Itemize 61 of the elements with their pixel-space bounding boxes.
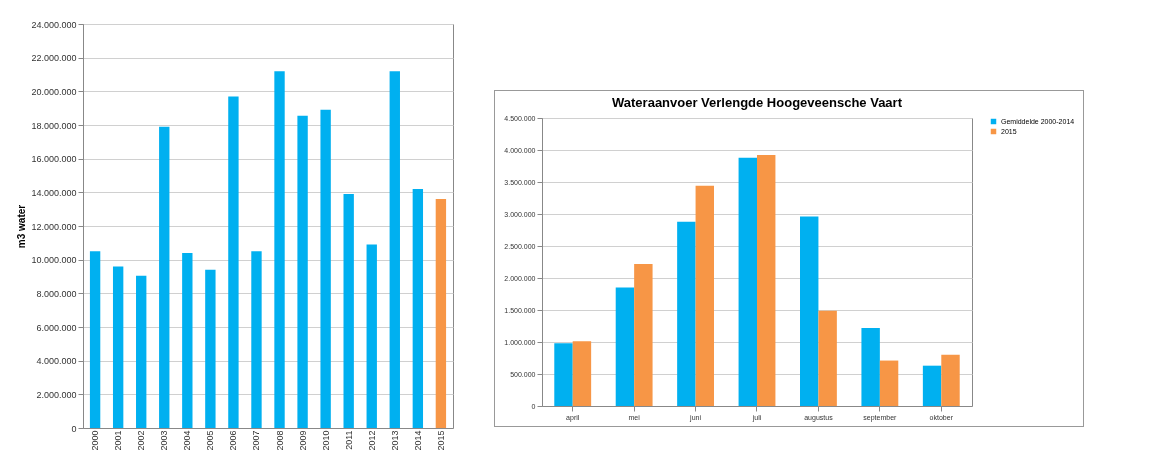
x-tick-label: 2002	[136, 430, 147, 451]
x-tick-label: 2008	[274, 430, 285, 451]
bar	[435, 199, 447, 428]
x-tick-label: 2012	[366, 430, 377, 451]
y-tick-label: 18.000.000	[31, 120, 77, 131]
x-tick-label: 2006	[228, 430, 239, 451]
x-tick-label: 2003	[159, 430, 170, 451]
bar	[136, 275, 147, 428]
y-tick-label: 14.000.000	[31, 187, 77, 198]
bar	[861, 327, 880, 406]
y-tick-label: 8.000.000	[36, 288, 77, 299]
bar	[554, 343, 573, 406]
x-tick-label: 2010	[320, 430, 331, 451]
bar	[412, 188, 424, 428]
x-tick-label: 2001	[113, 430, 124, 451]
y-tick-label: 24.000.000	[31, 19, 77, 30]
x-tick-label: 2007	[251, 430, 262, 451]
bar	[297, 115, 308, 428]
chart-title: Wateraanvoer Verlengde Hoogeveensche Vaart	[612, 95, 903, 110]
bar	[274, 71, 285, 428]
bar	[228, 96, 239, 428]
bar	[320, 109, 331, 428]
bar	[615, 287, 635, 406]
bar	[182, 252, 193, 428]
bar	[941, 354, 960, 406]
bar	[677, 221, 696, 406]
bar	[757, 155, 776, 406]
bar	[343, 194, 354, 428]
x-tick-label: 2004	[182, 430, 193, 451]
x-tick-label: 2005	[205, 430, 216, 451]
bar	[634, 263, 653, 406]
bar	[695, 185, 714, 406]
y-axis-title: m3 water	[16, 204, 28, 249]
bar	[818, 310, 837, 406]
bar	[205, 269, 216, 428]
bar	[800, 216, 819, 406]
bar	[572, 341, 592, 406]
y-tick-label: 4.000.000	[36, 356, 77, 367]
bar	[366, 244, 377, 428]
y-tick-label: 0	[71, 423, 77, 434]
y-tick-label: 6.000.000	[36, 322, 77, 333]
x-tick-label: 2000	[90, 430, 101, 451]
x-tick-label: 2014	[412, 430, 423, 451]
y-tick-label: 10.000.000	[31, 255, 77, 266]
bar	[922, 365, 942, 406]
bar	[251, 251, 262, 428]
y-tick-label: 2.000.000	[36, 389, 77, 400]
bar	[738, 157, 757, 406]
x-tick-label: 2009	[297, 430, 308, 451]
y-tick-label: 16.000.000	[31, 154, 77, 165]
x-tick-label: 2013	[389, 430, 400, 451]
bar	[89, 251, 101, 428]
bar	[112, 266, 124, 428]
y-tick-label: 22.000.000	[31, 53, 77, 64]
x-tick-label: 2011	[343, 430, 354, 450]
x-tick-label: 2015	[435, 430, 446, 451]
bar	[389, 71, 400, 428]
y-tick-label: 12.000.000	[31, 221, 77, 232]
bar	[159, 126, 170, 428]
y-tick-label: 20.000.000	[31, 86, 77, 97]
bar	[879, 360, 899, 406]
